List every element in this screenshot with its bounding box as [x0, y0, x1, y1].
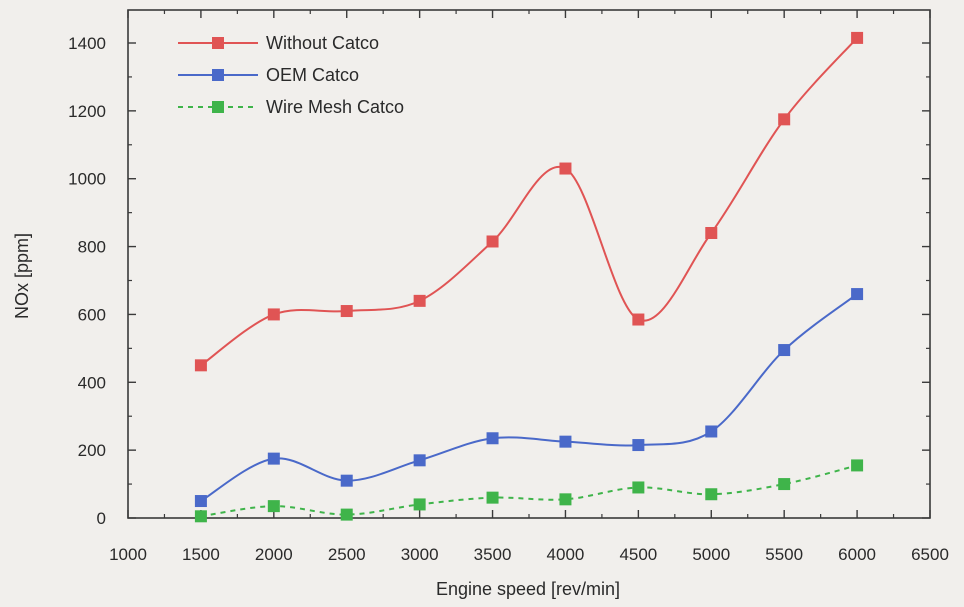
- y-tick-label: 400: [78, 373, 106, 392]
- legend: Without Catco OEM Catco Wire Mesh Catco: [178, 33, 404, 117]
- legend-swatch-marker: [212, 69, 224, 81]
- data-point: [413, 294, 426, 307]
- x-tick-label: 1500: [182, 545, 220, 564]
- y-tick-label: 800: [78, 238, 106, 257]
- series-oem-catco: [194, 288, 864, 508]
- x-tick-label: 2000: [255, 545, 293, 564]
- legend-item-wire-mesh-catco: Wire Mesh Catco: [178, 97, 404, 117]
- x-tick-label: 3000: [401, 545, 439, 564]
- x-tick-label: 5000: [692, 545, 730, 564]
- data-point: [559, 435, 572, 448]
- x-tick-label: 4500: [619, 545, 657, 564]
- y-tick-label: 1000: [68, 170, 106, 189]
- legend-swatch-marker: [212, 101, 224, 113]
- y-axis-title: NOx [ppm]: [12, 233, 32, 319]
- data-point: [851, 288, 864, 301]
- legend-item-oem-catco: OEM Catco: [178, 65, 359, 85]
- series-wire-mesh-catco: [194, 459, 864, 523]
- x-tick-label: 3500: [474, 545, 512, 564]
- series-line-wire-mesh-catco: [200, 464, 858, 518]
- data-point: [413, 454, 426, 467]
- x-tick-label: 5500: [765, 545, 803, 564]
- data-point: [340, 474, 353, 487]
- data-point: [559, 493, 572, 506]
- x-tick-label: 2500: [328, 545, 366, 564]
- x-tick-label: 4000: [547, 545, 585, 564]
- data-point: [267, 500, 280, 513]
- data-point: [851, 459, 864, 472]
- series-line-without-catco: [200, 37, 858, 367]
- axes: 1000 1500 2000 2500 3000 3500 4000 4500 5000 5500…: [68, 9, 949, 564]
- data-point: [340, 508, 353, 521]
- data-point: [778, 344, 791, 357]
- legend-label: Without Catco: [266, 33, 379, 53]
- y-tick-label: 200: [78, 441, 106, 460]
- data-point: [778, 113, 791, 126]
- y-tick-label: 600: [78, 305, 106, 324]
- data-point: [194, 495, 207, 508]
- data-point: [705, 227, 718, 239]
- x-tick-label: 1000: [109, 545, 147, 564]
- series-lines: [194, 31, 864, 523]
- series-without-catco: [194, 31, 864, 372]
- data-point: [486, 235, 499, 248]
- data-point: [413, 498, 426, 511]
- data-point: [851, 31, 864, 44]
- data-point: [632, 313, 645, 326]
- legend-item-without-catco: Without Catco: [178, 33, 379, 53]
- data-point: [267, 452, 280, 465]
- data-point: [194, 510, 207, 523]
- data-point: [194, 359, 207, 372]
- y-tick-label: 1400: [68, 34, 106, 53]
- y-tick-label: 0: [97, 509, 106, 528]
- plot-frame: [127, 9, 931, 519]
- x-tick-label: 6500: [911, 545, 949, 564]
- data-point: [340, 305, 353, 318]
- x-tick-label: 6000: [838, 545, 876, 564]
- data-point: [632, 481, 645, 494]
- series-line-oem-catco: [200, 293, 858, 502]
- data-point: [778, 478, 791, 491]
- data-point: [632, 439, 645, 452]
- data-point: [559, 162, 572, 175]
- x-axis-title: Engine speed [rev/min]: [436, 579, 620, 599]
- legend-label: OEM Catco: [266, 65, 359, 85]
- data-point: [705, 488, 718, 501]
- legend-swatch-marker: [212, 37, 224, 49]
- data-point: [267, 308, 280, 321]
- legend-label: Wire Mesh Catco: [266, 97, 404, 117]
- data-point: [486, 491, 499, 504]
- data-point: [486, 432, 499, 445]
- data-point: [705, 425, 718, 438]
- y-tick-label: 1200: [68, 102, 106, 121]
